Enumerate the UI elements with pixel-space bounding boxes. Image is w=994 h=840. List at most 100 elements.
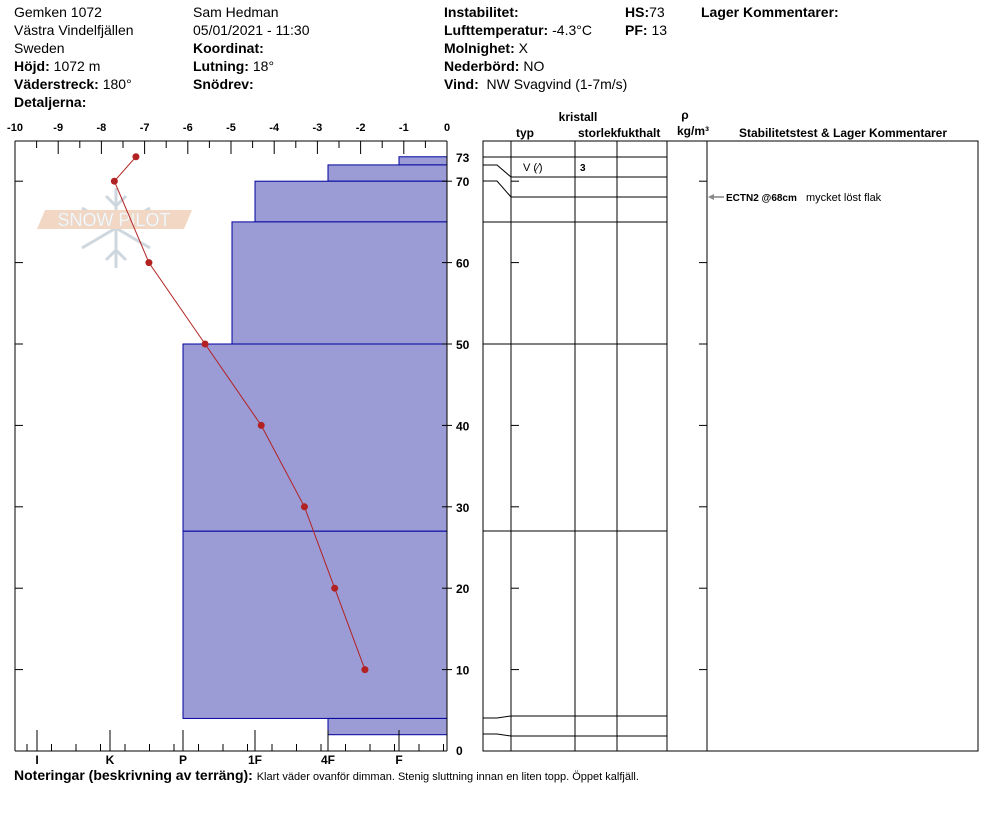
slope-value: 18°	[252, 58, 275, 74]
hardness-tick-label: I	[35, 753, 38, 767]
snow-pilot-logo: SNOW PILOT	[37, 188, 192, 268]
hardness-tick-label: 1F	[248, 753, 262, 767]
clouds: Molnighet: X	[444, 39, 528, 57]
temp-tick-label: 0	[444, 122, 450, 134]
hardness-tick-label: K	[106, 753, 115, 767]
notes: Noteringar (beskrivning av terräng): Kla…	[14, 766, 639, 786]
hardness-layer	[182, 343, 448, 532]
table-row-line	[483, 715, 667, 719]
aspect-value: 180°	[102, 76, 132, 92]
aspect-label: Väderstreck:	[14, 76, 99, 92]
hardness-layer	[327, 717, 448, 736]
coord-label: Koordinat:	[193, 40, 264, 56]
notes-label: Noteringar (beskrivning av terräng):	[14, 767, 253, 783]
temp-tick-label: -5	[226, 122, 236, 134]
depth-tick-label: 60	[456, 257, 470, 271]
col-rho: ρ	[681, 108, 688, 122]
airtemp-label: Lufttemperatur:	[444, 22, 549, 38]
temp-tick-label: -8	[97, 122, 107, 134]
clouds-label: Molnighet:	[444, 40, 515, 56]
hardness-layer	[254, 180, 448, 223]
hardness-tick-label: F	[395, 753, 402, 767]
temp-tick-label: -3	[313, 122, 323, 134]
pf: PF: 13	[625, 21, 667, 39]
arrow-head	[708, 194, 714, 200]
layer-comments-label: Lager Kommentarer:	[701, 4, 839, 20]
clouds-value: X	[518, 40, 528, 56]
col-comments: Stabilitetstest & Lager Kommentarer	[739, 126, 947, 140]
depth-tick-label: 73	[456, 151, 470, 165]
depth-tick-label: 70	[456, 175, 470, 189]
col-type: typ	[516, 126, 534, 140]
elevation-label: Höjd:	[14, 58, 50, 74]
depth-tick-label: 40	[456, 419, 470, 433]
hs-label: HS:	[625, 4, 650, 20]
wind: Vind: NW Svagvind (1-7m/s)	[444, 75, 627, 93]
datetime: 05/01/2021 - 11:30	[193, 22, 310, 38]
elevation: Höjd: 1072 m	[14, 57, 100, 75]
temp-tick-label: -6	[183, 122, 193, 134]
layer-table	[482, 140, 979, 752]
precip-value: NO	[523, 58, 545, 74]
location: Gemken 1072	[14, 4, 102, 20]
temperature-point	[300, 503, 308, 511]
cell-size: 3	[580, 163, 586, 174]
pf-label: PF:	[625, 22, 648, 38]
drift-label: Snödrev:	[193, 76, 254, 92]
hardness-layer	[327, 164, 448, 182]
temp-tick-label: -9	[53, 122, 63, 134]
col-crystal: kristall	[559, 110, 598, 124]
depth-tick-label: 30	[456, 501, 470, 515]
hardness-layer	[231, 221, 448, 345]
airtemp: Lufttemperatur: -4.3°C	[444, 21, 592, 39]
notes-text: Klart väder ovanför dimman. Stenig slutt…	[256, 771, 639, 783]
table-row-line	[483, 733, 667, 737]
observer: Sam Hedman	[193, 4, 279, 20]
hardness-tick-label: P	[179, 753, 187, 767]
airtemp-value: -4.3°C	[552, 22, 592, 38]
pf-value: 13	[651, 22, 668, 38]
temperature-point	[132, 153, 140, 161]
col-moisture: fukthalt	[617, 126, 660, 140]
precip: Nederbörd: NO	[444, 57, 544, 75]
temp-tick-label: -2	[356, 122, 366, 134]
slope: Lutning: 18°	[193, 57, 274, 75]
col-density: kg/m³	[677, 124, 709, 138]
temperature-line	[113, 156, 366, 670]
hardness-layer	[398, 156, 448, 166]
depth-tick-label: 10	[456, 664, 470, 678]
precip-label: Nederbörd:	[444, 58, 520, 74]
col-size: storlek	[578, 126, 618, 140]
temperature-point	[257, 421, 265, 429]
temperature-point	[331, 584, 339, 592]
hs-value: 73	[649, 4, 665, 20]
hs: HS:73	[625, 3, 665, 21]
temp-tick-label: -4	[269, 122, 280, 134]
hardness-tick-label: 4F	[321, 753, 335, 767]
temp-tick-label: -7	[140, 122, 150, 134]
region: Västra Vindelfjällen	[14, 22, 134, 38]
table-row-line	[483, 164, 667, 178]
details-label: Detaljerna:	[14, 94, 87, 110]
temperature-point	[201, 340, 209, 348]
temperature-point	[361, 666, 369, 674]
depth-tick-label: 50	[456, 338, 470, 352]
elevation-value: 1072 m	[53, 58, 101, 74]
depth-tick-label: 20	[456, 582, 470, 596]
hardness-layer	[182, 530, 448, 719]
depth-tick-label: 0	[456, 744, 463, 758]
aspect: Väderstreck: 180°	[14, 75, 132, 93]
instability-label: Instabilitet:	[444, 4, 519, 20]
logo-banner	[37, 210, 192, 229]
wind-value: NW Svagvind (1-7m/s)	[486, 76, 628, 92]
test-note: mycket löst flak	[806, 192, 882, 204]
country: Sweden	[14, 40, 65, 56]
test-result: ECTN2 @68cm	[726, 193, 797, 204]
slope-label: Lutning:	[193, 58, 249, 74]
temp-tick-label: -10	[7, 122, 23, 134]
cell-type: V (⁄)	[523, 162, 543, 174]
temperature-point	[110, 177, 118, 185]
wind-label: Vind:	[444, 76, 479, 92]
temp-tick-label: -1	[399, 122, 409, 134]
